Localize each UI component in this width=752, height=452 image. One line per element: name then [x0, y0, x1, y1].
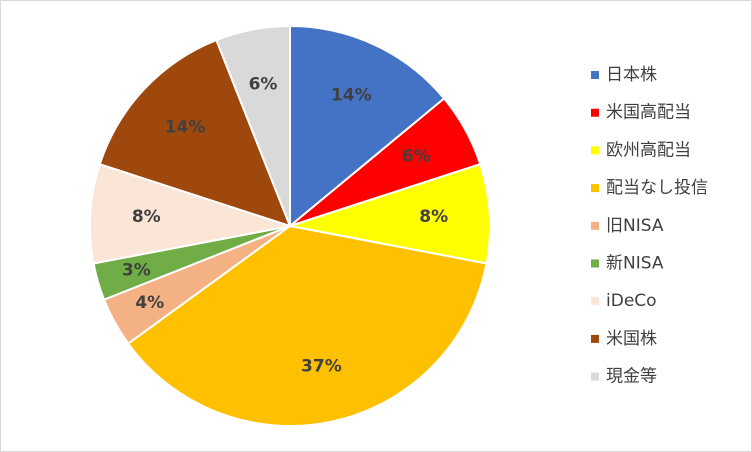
pie-slice [215, 24, 291, 227]
legend-swatch [591, 71, 599, 79]
legend-label: 日本株 [606, 65, 657, 85]
value-label: 6% [402, 147, 431, 167]
legend-swatch [591, 221, 599, 230]
value-label: 14% [331, 86, 372, 106]
pie-slice [289, 24, 446, 229]
pie-slice [98, 38, 292, 228]
value-label: 37% [301, 357, 342, 377]
legend-label: 米国株 [606, 329, 657, 349]
value-label: 8% [132, 207, 161, 227]
legend-label: 旧NISA [606, 216, 664, 236]
legend-swatch [591, 372, 599, 381]
legend-swatch [591, 146, 599, 155]
legend-label: 新NISA [606, 254, 664, 274]
value-label: 8% [419, 207, 448, 227]
value-label: 4% [135, 293, 164, 313]
legend-swatch [591, 259, 599, 268]
legend-label: 現金等 [606, 367, 657, 387]
pie-slice [126, 224, 488, 427]
value-label: 14% [165, 117, 206, 137]
pie-slice [289, 162, 491, 265]
legend-label: iDeCo [606, 291, 657, 311]
legend-swatch [591, 297, 599, 306]
legend-swatch [591, 184, 599, 193]
value-label: 3% [122, 261, 151, 281]
value-label: 6% [249, 75, 278, 95]
legend-label: 米国高配当 [606, 103, 691, 123]
legend-label: 欧州高配当 [606, 140, 691, 160]
legend-swatch [591, 334, 599, 343]
pie-slice [89, 162, 291, 265]
legend-label: 配当なし投信 [606, 178, 708, 198]
legend-swatch [591, 108, 599, 117]
